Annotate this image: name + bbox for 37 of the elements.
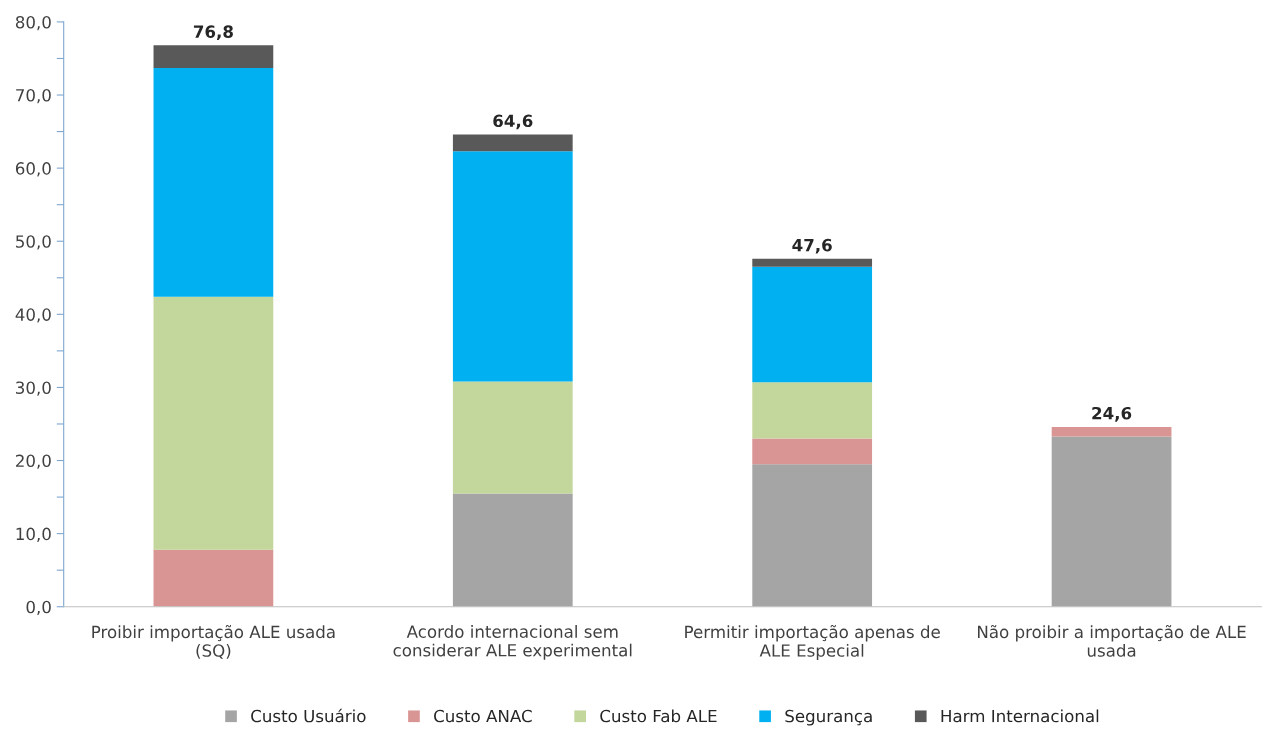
total-label: 24,6 [1092, 406, 1132, 422]
legend-label: Custo ANAC [434, 709, 532, 723]
bar [153, 45, 274, 68]
bar [752, 382, 873, 439]
y-tick-label: 60,0 [15, 162, 51, 177]
legend-label: Harm Internacional [941, 709, 1099, 723]
bar [452, 134, 573, 152]
bar [752, 258, 873, 267]
total-label: 76,8 [193, 25, 233, 41]
bar [752, 464, 873, 607]
y-tick-label: 50,0 [16, 235, 51, 250]
x-tick-label: Não proibir a importação de ALE usada [978, 625, 1246, 657]
x-tick-label: Acordo internacional sem considerar ALE experimental [393, 625, 632, 660]
bar [752, 266, 873, 383]
bar [153, 549, 274, 607]
total-label: 47,6 [792, 238, 832, 254]
bar [153, 67, 274, 297]
total-label: 64,6 [493, 114, 533, 130]
legend-label: Custo Usuário [251, 708, 366, 723]
y-tick-label: 80,0 [15, 15, 51, 31]
bar [1051, 436, 1172, 607]
legend-label: Segurança [785, 709, 872, 726]
x-tick-label: Proibir importação ALE usada (SQ) [92, 625, 335, 659]
bar [452, 381, 573, 494]
bar [452, 151, 573, 382]
y-tick-label: 30,0 [16, 381, 51, 396]
bar [153, 296, 274, 550]
y-tick-label: 10,0 [16, 527, 51, 542]
y-tick-label: 40,0 [15, 308, 51, 323]
bar [452, 493, 573, 607]
legend-label: Custo Fab ALE [600, 709, 717, 723]
y-tick-label: 70,0 [16, 88, 51, 104]
y-tick-label: 20,0 [16, 454, 51, 469]
x-tick-label: Permitir importação apenas de ALE Especial [685, 625, 940, 661]
bar [1051, 426, 1172, 437]
y-tick-label: 0,0 [26, 600, 51, 615]
bar [752, 438, 873, 465]
